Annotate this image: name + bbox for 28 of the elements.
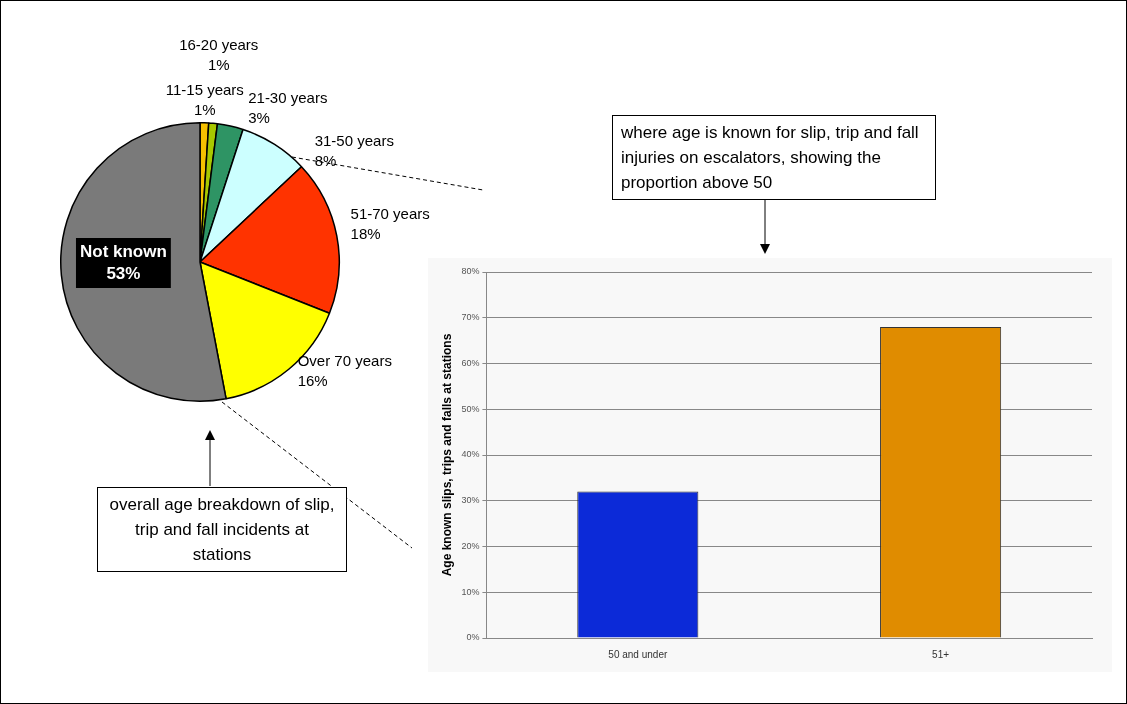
text: where age is known for slip, trip and fall injuries on escalators, showing the proportion above 50 xyxy=(612,115,936,200)
x-tick-label: 50 and under xyxy=(608,648,668,660)
data-label: 1% xyxy=(207,55,230,73)
slice-label: 16-20 years xyxy=(179,35,259,53)
y-tick-label: 30% xyxy=(461,495,480,506)
data-label: 18% xyxy=(350,225,381,243)
y-tick-label: 50% xyxy=(461,403,480,414)
slice-label: Not known xyxy=(79,241,167,261)
y-tick-label: 20% xyxy=(461,540,480,551)
y-tick-label: 10% xyxy=(461,586,480,597)
slice-label: 31-50 years xyxy=(314,132,394,150)
data-label: 1% xyxy=(193,100,216,118)
data-label: 8% xyxy=(314,152,337,170)
y-tick-label: 60% xyxy=(461,357,480,368)
text: overall age breakdown of slip, trip and fall incidents at stations xyxy=(97,487,347,572)
y-tick-label: 70% xyxy=(461,312,480,323)
data-label: 3% xyxy=(248,108,270,126)
y-tick-label: 0% xyxy=(466,632,480,643)
slice-label: Over 70 years xyxy=(297,352,392,370)
data-label: 16% xyxy=(297,372,328,390)
y-tick-label: 40% xyxy=(461,449,480,460)
slice-label: 11-15 years xyxy=(165,80,244,98)
x-tick-label: 51+ xyxy=(932,648,950,660)
slice-label: 51-70 years xyxy=(350,205,430,223)
slice-label: 21-30 years xyxy=(248,88,328,106)
y-tick-label: 80% xyxy=(461,266,480,277)
y-axis-title: Age known slips, trips and falls at stations xyxy=(439,333,454,577)
data-label: 53% xyxy=(106,263,141,283)
